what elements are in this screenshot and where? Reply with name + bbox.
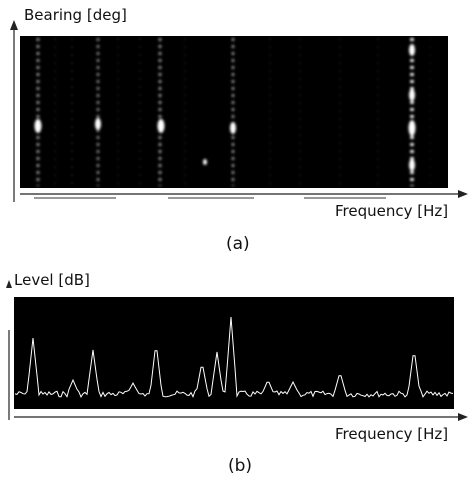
panel-a-caption: (a) <box>226 234 250 254</box>
panel-a-bright-spot <box>230 122 236 134</box>
panel-a-bright-spot <box>95 118 101 130</box>
panel-b-x-arrowhead <box>458 413 468 421</box>
panel-a-bright-spot <box>408 120 416 136</box>
panel-a-x-label: Frequency [Hz] <box>335 202 449 220</box>
panel-b-spectrum-trace <box>14 316 454 398</box>
panel-a-x-arrowhead <box>458 190 468 198</box>
panel-a-bright-spot <box>157 119 165 133</box>
panel-b-y-label: Level [dB] <box>14 271 90 289</box>
panel-a-bright-spot <box>409 159 415 171</box>
panel-a-streaks <box>34 38 431 186</box>
panel-b-caption: (b) <box>228 456 253 476</box>
panel-b-y-arrowhead <box>6 280 12 288</box>
panel-a-bright-spot <box>409 44 415 56</box>
panel-a-y-arrowhead <box>10 20 18 30</box>
panel-a-bright-spot <box>34 119 42 133</box>
panel-a-bright-spot <box>203 159 207 165</box>
panel-a-bright-spot <box>409 89 415 101</box>
panel-b-x-label: Frequency [Hz] <box>335 425 449 443</box>
panel-a-y-label: Bearing [deg] <box>24 6 127 24</box>
